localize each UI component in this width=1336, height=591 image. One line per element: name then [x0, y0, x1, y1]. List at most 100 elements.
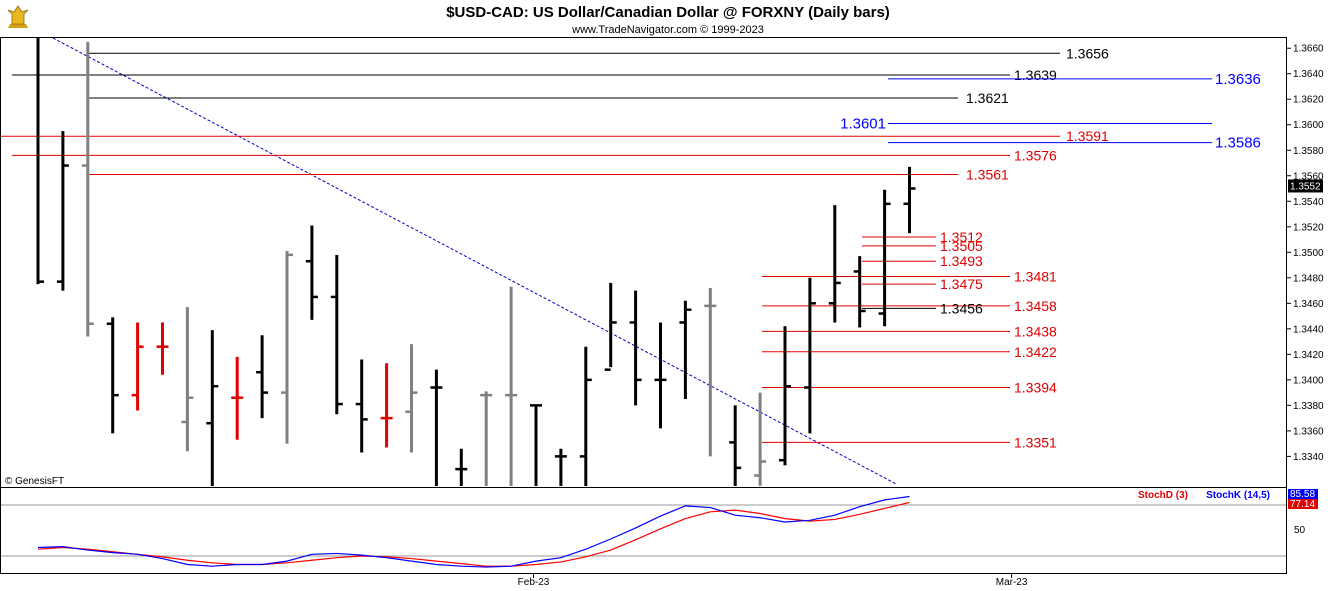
level-label: 1.3493	[940, 253, 983, 269]
ohlc-bar	[803, 277, 816, 434]
level-label: 1.3576	[1014, 147, 1057, 163]
level-label: 1.3591	[1066, 128, 1109, 144]
y-tick-label: 1.3340	[1293, 452, 1324, 463]
level-label: 1.3636	[1215, 71, 1261, 88]
y-tick-label: 1.3660	[1293, 44, 1324, 55]
ohlc-bar	[455, 448, 468, 486]
ohlc-bar	[380, 363, 393, 448]
ohlc-bar	[430, 369, 443, 486]
level-label: 1.3475	[940, 276, 983, 292]
last-price-marker: 1.3552	[1288, 179, 1323, 193]
x-axis: Feb-23 Mar-23	[518, 574, 1028, 588]
ohlc-bar	[704, 288, 717, 457]
stochastic-layer	[37, 495, 910, 568]
ohlc-bar	[679, 300, 692, 399]
y-tick-label: 1.3560	[1293, 171, 1324, 182]
ohlc-bar	[604, 282, 617, 371]
bars-layer	[36, 38, 916, 486]
ohlc-bar	[480, 391, 493, 486]
stochd-last-box	[1288, 499, 1318, 509]
ohlc-bar	[231, 356, 244, 440]
ohlc-bar	[56, 131, 69, 291]
ohlc-bar	[36, 38, 44, 285]
x-tick-label: Mar-23	[996, 577, 1028, 588]
ohlc-bar	[779, 326, 791, 466]
watermark: © GenesisFT	[5, 476, 64, 487]
stochk-last-box	[1288, 489, 1318, 499]
ohlc-bar	[81, 41, 94, 337]
stochastic-reference-lines	[1, 504, 1286, 557]
logo-icon	[4, 4, 32, 32]
y-tick-label: 1.3500	[1293, 248, 1324, 259]
trendline-layer	[52, 37, 898, 485]
stochastic-tick-50: 50	[1294, 525, 1306, 536]
ohlc-bar	[181, 307, 194, 452]
level-label: 1.3394	[1014, 380, 1057, 396]
ohlc-bar	[754, 392, 767, 486]
ohlc-bar	[878, 189, 891, 327]
ohlc-bar	[156, 322, 169, 375]
ohlc-bar	[330, 254, 343, 415]
y-tick-label: 1.3360	[1293, 426, 1324, 437]
level-label: 1.3561	[966, 166, 1009, 182]
y-tick-label: 1.3520	[1293, 222, 1324, 233]
ohlc-bar	[355, 359, 368, 453]
level-label: 1.3639	[1014, 67, 1057, 83]
levels-layer: 1.3656 1.3639 1.3636 1.3621 1.3601 1.3591 1.35…	[1, 45, 1261, 450]
stochk-legend: StochK (14,5)	[1206, 490, 1270, 501]
ohlc-bar	[256, 335, 269, 419]
y-tick-label: 1.3640	[1293, 69, 1324, 80]
downtrend-line	[52, 37, 898, 485]
y-tick-label: 1.3620	[1293, 95, 1324, 106]
y-axis: 1.36601.36401.36201.36001.35801.35601.35…	[1286, 44, 1324, 463]
ohlc-bar	[505, 286, 518, 486]
level-label: 1.3586	[1215, 135, 1261, 152]
level-label: 1.3621	[966, 90, 1009, 106]
price-panel-frame	[0, 37, 1287, 488]
level-label: 1.3656	[1066, 45, 1109, 61]
level-label: 1.3512	[940, 229, 983, 245]
ohlc-bar	[206, 330, 219, 486]
ohlc-bar	[729, 405, 742, 486]
level-label: 1.3458	[1014, 298, 1057, 314]
ohlc-bar	[554, 448, 567, 486]
level-label: 1.3438	[1014, 323, 1057, 339]
level-label: 1.3351	[1014, 434, 1057, 450]
ohlc-bar	[629, 290, 642, 406]
level-label: 1.3422	[1014, 344, 1057, 360]
y-tick-label: 1.3600	[1293, 120, 1324, 131]
y-tick-label: 1.3380	[1293, 401, 1324, 412]
ohlc-bar	[579, 346, 592, 486]
level-label: 1.3505	[940, 238, 983, 254]
ohlc-bar	[405, 344, 418, 453]
ohlc-bar	[654, 322, 667, 429]
ohlc-bar	[530, 404, 542, 486]
chart-subtitle: www.TradeNavigator.com © 1999-2023	[571, 24, 764, 36]
level-label: 1.3601	[840, 115, 886, 132]
ohlc-bar	[106, 317, 119, 434]
y-tick-label: 1.3400	[1293, 375, 1324, 386]
ohlc-bar	[131, 322, 144, 411]
stochd-last-label: 77.14	[1290, 499, 1315, 510]
y-tick-label: 1.3540	[1293, 197, 1324, 208]
ohlc-bar	[305, 225, 318, 320]
stochd-line	[37, 501, 910, 567]
y-tick-label: 1.3460	[1293, 299, 1324, 310]
ohlc-bar	[853, 256, 866, 328]
stochk-line	[37, 495, 910, 568]
last-price-label: 1.3552	[1290, 181, 1321, 192]
ohlc-bar	[828, 205, 841, 323]
stochd-legend: StochD (3)	[1138, 490, 1188, 501]
chart-title: $USD-CAD: US Dollar/Canadian Dollar @ FO…	[446, 4, 890, 21]
y-tick-label: 1.3420	[1293, 350, 1324, 361]
level-label: 1.3456	[940, 300, 983, 316]
level-label: 1.3481	[1014, 269, 1057, 285]
y-tick-label: 1.3480	[1293, 273, 1324, 284]
x-tick-label: Feb-23	[518, 577, 550, 588]
ohlc-bar	[903, 166, 916, 234]
stochk-last-label: 85.58	[1290, 489, 1315, 500]
y-tick-label: 1.3580	[1293, 146, 1324, 157]
y-tick-label: 1.3440	[1293, 324, 1324, 335]
ohlc-bar	[281, 251, 293, 444]
